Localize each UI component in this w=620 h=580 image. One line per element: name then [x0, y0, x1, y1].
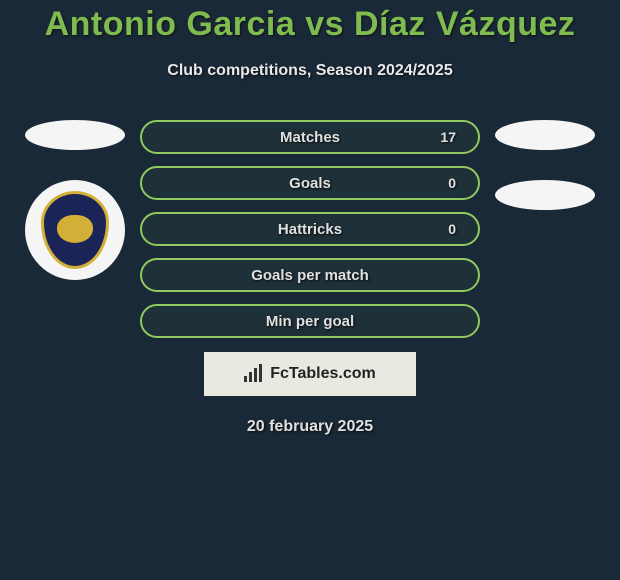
stat-value: 0	[448, 221, 456, 237]
right-player-column	[490, 120, 600, 210]
stat-label: Matches	[142, 129, 478, 146]
left-player-avatar	[25, 120, 125, 150]
left-player-column	[20, 120, 130, 280]
left-team-badge	[25, 180, 125, 280]
stats-column: Matches 17 Goals 0 Hattricks 0 Goals per…	[140, 120, 480, 338]
comparison-row: Matches 17 Goals 0 Hattricks 0 Goals per…	[0, 120, 620, 338]
stat-label: Goals per match	[142, 267, 478, 284]
stat-min-per-goal: Min per goal	[140, 304, 480, 338]
pumas-face-icon	[51, 211, 99, 249]
stat-hattricks: Hattricks 0	[140, 212, 480, 246]
stat-label: Goals	[142, 175, 478, 192]
page-title: Antonio Garcia vs Díaz Vázquez	[0, 5, 620, 44]
bar-chart-icon	[244, 366, 264, 382]
branding-text: FcTables.com	[270, 365, 376, 383]
stat-matches: Matches 17	[140, 120, 480, 154]
date-text: 20 february 2025	[0, 418, 620, 436]
stat-label: Min per goal	[142, 313, 478, 330]
stat-goals: Goals 0	[140, 166, 480, 200]
stat-label: Hattricks	[142, 221, 478, 238]
pumas-shield-icon	[41, 191, 109, 269]
stat-value: 0	[448, 175, 456, 191]
branding-box[interactable]: FcTables.com	[204, 352, 416, 396]
stat-goals-per-match: Goals per match	[140, 258, 480, 292]
comparison-card: Antonio Garcia vs Díaz Vázquez Club comp…	[0, 0, 620, 436]
right-player-avatar	[495, 120, 595, 150]
subtitle: Club competitions, Season 2024/2025	[0, 62, 620, 80]
right-team-badge	[495, 180, 595, 210]
stat-value: 17	[440, 129, 456, 145]
